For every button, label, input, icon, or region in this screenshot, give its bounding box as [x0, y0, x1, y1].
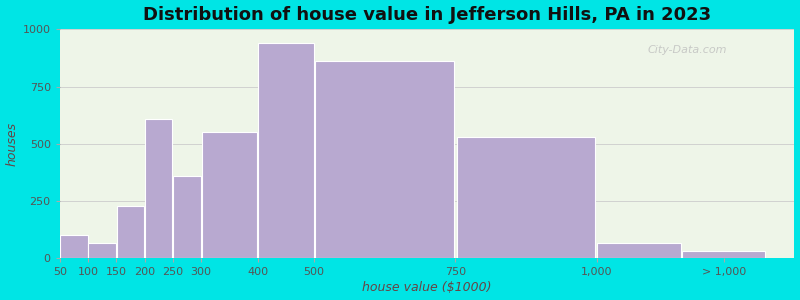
Y-axis label: houses: houses — [6, 122, 18, 166]
Bar — [202, 132, 257, 258]
X-axis label: house value ($1000): house value ($1000) — [362, 281, 492, 294]
Bar — [173, 176, 201, 258]
Bar — [598, 243, 681, 258]
Bar — [117, 206, 144, 258]
Text: City-Data.com: City-Data.com — [647, 45, 727, 55]
Bar — [457, 137, 595, 258]
Title: Distribution of house value in Jefferson Hills, PA in 2023: Distribution of house value in Jefferson… — [143, 6, 711, 24]
Bar — [315, 61, 454, 258]
Bar — [145, 118, 173, 258]
Bar — [60, 236, 88, 258]
Bar — [258, 43, 314, 258]
Bar — [682, 251, 766, 258]
Bar — [88, 243, 116, 258]
